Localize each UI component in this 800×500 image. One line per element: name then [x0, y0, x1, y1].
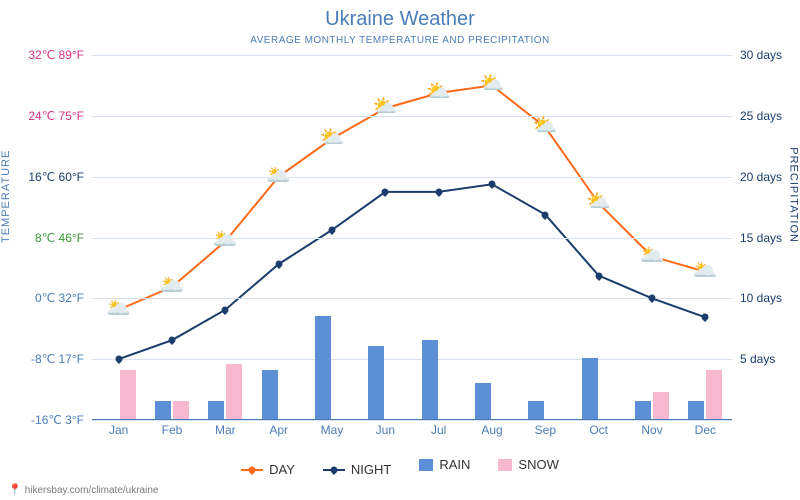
grid-line — [92, 177, 732, 178]
grid-line — [92, 359, 732, 360]
legend-swatch — [419, 459, 433, 471]
y-right-tick: 20 days — [740, 170, 782, 184]
footer-url: hikersbay.com/climate/ukraine — [25, 485, 159, 496]
rain-bar — [262, 370, 278, 419]
grid-line — [92, 420, 732, 421]
x-tick: Oct — [589, 423, 608, 437]
snow-bar — [120, 370, 136, 419]
x-tick: Aug — [481, 423, 502, 437]
rain-bar — [315, 316, 331, 419]
chart-legend: DAY NIGHT RAIN SNOW — [0, 457, 800, 477]
weather-icon: ⛅ — [533, 113, 558, 138]
x-tick: Sep — [535, 423, 556, 437]
grid-line — [92, 116, 732, 117]
rain-bar — [528, 401, 544, 419]
weather-icon: 🌥️ — [693, 257, 718, 282]
x-tick: Jun — [376, 423, 395, 437]
y-right-tick: 10 days — [740, 291, 782, 305]
y-right-tick: 25 days — [740, 109, 782, 123]
y-right-tick: 30 days — [740, 48, 782, 62]
snow-bar — [706, 370, 722, 419]
page-title: Ukraine Weather — [0, 0, 800, 31]
rain-bar — [582, 358, 598, 419]
weather-icon: ⛅ — [320, 124, 345, 149]
weather-icon: ⛅ — [373, 94, 398, 119]
legend-item-night: NIGHT — [323, 462, 391, 477]
x-tick: Jan — [109, 423, 128, 437]
rain-bar — [475, 383, 491, 420]
y-right-tick: 5 days — [740, 352, 775, 366]
snow-bar — [653, 392, 669, 419]
y-left-tick: 24℃ 75°F — [28, 109, 84, 123]
weather-icon: ⛅ — [480, 71, 505, 96]
legend-label: SNOW — [518, 457, 558, 472]
grid-line — [92, 298, 732, 299]
grid-line — [92, 55, 732, 56]
x-tick: Apr — [269, 423, 288, 437]
legend-item-day: DAY — [241, 462, 295, 477]
rain-bar — [155, 401, 171, 419]
legend-swatch — [498, 459, 512, 471]
y-right-axis: 30 days25 days20 days15 days10 days5 day… — [736, 55, 800, 420]
chart-plot-area: JanFebMarAprMayJunJulAugSepOctNovDec🌥️🌥️… — [92, 55, 732, 420]
legend-label: DAY — [269, 462, 295, 477]
weather-icon: ⛅ — [426, 79, 451, 104]
series-line — [119, 85, 706, 309]
rain-bar — [635, 401, 651, 419]
x-tick: Dec — [695, 423, 716, 437]
x-tick: Nov — [641, 423, 662, 437]
rain-bar — [422, 340, 438, 419]
x-tick: Feb — [162, 423, 183, 437]
y-left-tick: -8℃ 17°F — [31, 352, 84, 366]
y-left-tick: -16℃ 3°F — [31, 413, 84, 427]
snow-bar — [226, 364, 242, 419]
weather-icon: 🌥️ — [266, 162, 291, 187]
rain-bar — [688, 401, 704, 419]
chart-subtitle: AVERAGE MONTHLY TEMPERATURE AND PRECIPIT… — [0, 31, 800, 46]
legend-label: RAIN — [439, 457, 470, 472]
x-tick: Jul — [431, 423, 446, 437]
x-tick: Mar — [215, 423, 236, 437]
y-left-axis: 32℃ 89°F24℃ 75°F16℃ 60°F8℃ 46°F0℃ 32°F-8… — [0, 55, 88, 420]
y-left-tick: 8℃ 46°F — [35, 231, 84, 245]
map-pin-icon: 📍 — [8, 484, 22, 496]
legend-item-snow: SNOW — [498, 457, 558, 472]
series-line — [119, 184, 706, 359]
y-left-tick: 16℃ 60°F — [28, 170, 84, 184]
source-footer: 📍hikersbay.com/climate/ukraine — [8, 483, 158, 496]
weather-icon: 🌥️ — [213, 227, 238, 252]
weather-icon: 🌥️ — [640, 242, 665, 267]
legend-swatch — [241, 469, 263, 471]
snow-bar — [173, 401, 189, 419]
weather-icon: 🌥️ — [160, 272, 185, 297]
y-right-tick: 15 days — [740, 231, 782, 245]
legend-item-rain: RAIN — [419, 457, 470, 472]
rain-bar — [208, 401, 224, 419]
x-tick: May — [321, 423, 344, 437]
y-left-tick: 0℃ 32°F — [35, 291, 84, 305]
weather-icon: 🌥️ — [106, 295, 131, 320]
legend-swatch — [323, 469, 345, 471]
legend-label: NIGHT — [351, 462, 391, 477]
weather-icon: ⛅ — [586, 189, 611, 214]
rain-bar — [368, 346, 384, 419]
grid-line — [92, 238, 732, 239]
y-left-tick: 32℃ 89°F — [28, 48, 84, 62]
